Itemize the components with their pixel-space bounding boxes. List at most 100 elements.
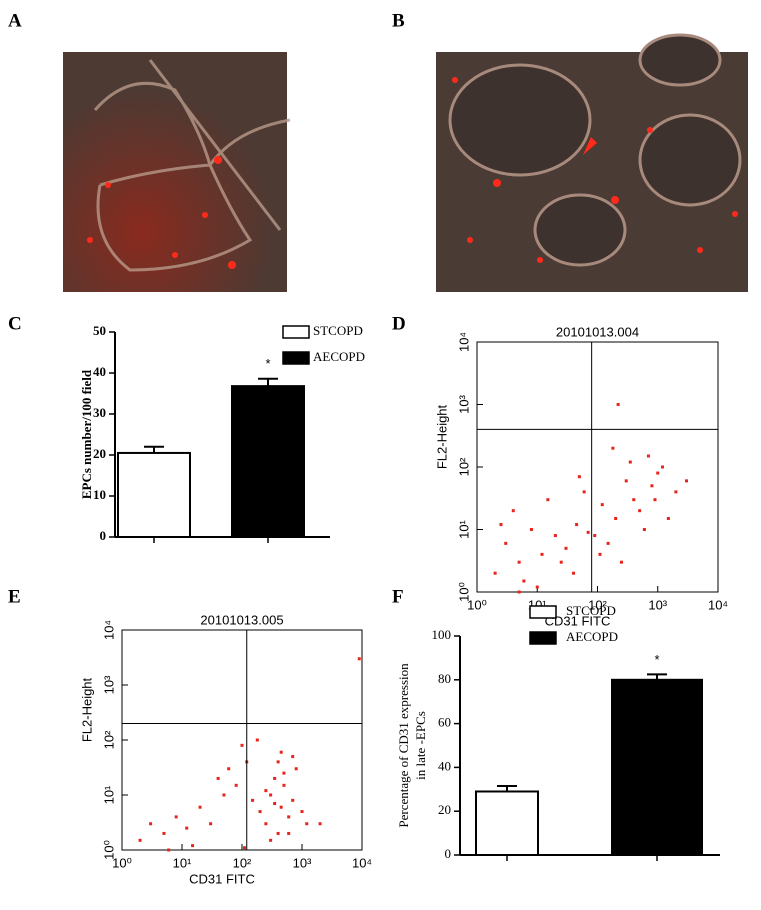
event-point: [264, 822, 268, 826]
event-point: [511, 509, 515, 513]
y-tick-label: 10: [93, 487, 106, 502]
y-tick-label: 100: [432, 627, 452, 642]
event-point: [517, 560, 521, 564]
y-tick-label: 50: [93, 323, 106, 338]
event-point: [282, 771, 286, 775]
event-point: [577, 475, 581, 479]
event-point: [294, 767, 298, 771]
event-point: [167, 848, 171, 852]
event-point: [619, 560, 623, 564]
event-point: [240, 743, 244, 747]
x-tick-label: 10³: [293, 855, 312, 870]
event-point: [198, 805, 202, 809]
legend-swatch: [282, 351, 310, 365]
event-point: [305, 822, 309, 826]
event-point: [258, 810, 262, 814]
event-point: [638, 509, 642, 513]
event-point: [279, 805, 283, 809]
panel-label: E: [8, 586, 21, 607]
event-point: [318, 822, 322, 826]
event-point: [546, 498, 550, 502]
event-point: [529, 528, 533, 531]
event-point: [606, 541, 610, 545]
panel-label: D: [392, 313, 406, 334]
event-point: [242, 846, 246, 850]
event-point: [279, 750, 283, 754]
event-point: [276, 831, 280, 835]
event-point: [628, 460, 632, 464]
micrograph-a: [63, 52, 291, 292]
event-point: [216, 776, 220, 780]
event-point: [553, 534, 557, 538]
event-point: [535, 585, 539, 589]
bar: [231, 385, 305, 538]
event-point: [653, 498, 657, 502]
event-point: [624, 479, 628, 483]
y-tick-label: 20: [438, 802, 451, 817]
event-point: [273, 802, 277, 806]
legend-swatch: [529, 631, 557, 645]
y-tick-label: 10²: [456, 457, 471, 476]
y-tick-label: 10⁴: [456, 332, 471, 352]
bar: [475, 790, 539, 856]
chart-title: 20101013.004: [556, 324, 639, 339]
y-tick-label: 10⁰: [101, 840, 116, 860]
y-tick-label: 40: [438, 758, 451, 773]
y-axis-label: FL2-Height: [79, 677, 94, 742]
x-tick-label: 10¹: [173, 855, 192, 870]
legend-label: AECOPD: [313, 349, 365, 364]
event-point: [611, 446, 615, 450]
event-point: [666, 516, 670, 520]
y-tick-label: 10²: [101, 730, 116, 749]
event-point: [600, 503, 604, 507]
plot-frame: [476, 341, 719, 593]
event-point: [632, 498, 636, 502]
event-point: [540, 552, 544, 556]
event-point: [614, 516, 618, 520]
event-point: [493, 571, 497, 575]
x-axis-label: CD31 FITC: [545, 613, 611, 628]
x-axis-label: CD31 FITC: [189, 871, 255, 886]
event-point: [291, 798, 295, 802]
bar: [611, 678, 703, 856]
y-tick-label: 30: [93, 405, 106, 420]
event-point: [357, 657, 361, 661]
event-point: [559, 560, 563, 564]
event-point: [269, 793, 273, 797]
micrograph-b: [436, 33, 748, 292]
event-point: [572, 571, 576, 575]
y-tick-label: 40: [93, 364, 106, 379]
y-tick-label: 0: [100, 528, 107, 543]
event-point: [138, 838, 142, 842]
plot-frame: [121, 629, 363, 851]
panel-label: B: [392, 10, 405, 31]
y-tick-label: 20: [93, 446, 106, 461]
event-point: [234, 783, 238, 787]
legend-swatch: [282, 325, 310, 339]
event-point: [276, 760, 280, 764]
event-point: [616, 403, 620, 406]
event-point: [582, 490, 586, 494]
y-tick-label: 10³: [101, 675, 116, 694]
y-tick-label: 10³: [456, 394, 471, 413]
y-tick-label: 10¹: [456, 519, 471, 538]
event-point: [287, 831, 291, 835]
event-point: [291, 755, 295, 759]
event-point: [586, 530, 590, 534]
x-tick-label: 10³: [648, 597, 667, 612]
y-axis-label: Percentage of CD31 expression: [396, 663, 411, 828]
event-point: [684, 479, 688, 483]
event-point: [174, 815, 178, 819]
event-point: [564, 546, 568, 550]
event-point: [209, 822, 213, 826]
event-point: [282, 783, 286, 787]
panel-label: F: [392, 586, 404, 607]
x-tick-label: 10²: [588, 597, 607, 612]
annotation: *: [654, 652, 659, 667]
x-tick-label: 10⁰: [112, 855, 132, 870]
event-point: [300, 810, 304, 814]
panel-label: C: [8, 313, 22, 334]
event-point: [191, 844, 195, 848]
y-axis-label: EPCs number/100 field: [79, 369, 94, 499]
y-tick-label: 0: [445, 846, 452, 861]
